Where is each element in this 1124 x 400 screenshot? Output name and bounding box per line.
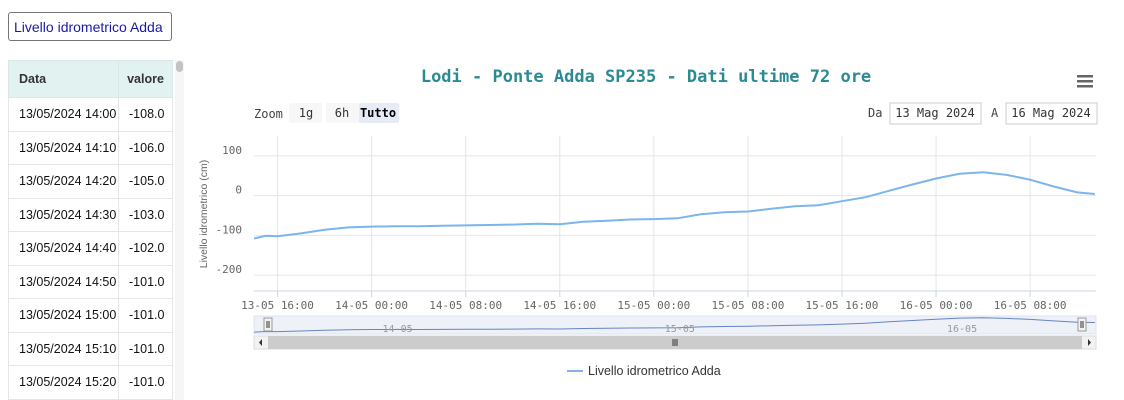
cell-value: -101.0 xyxy=(118,365,173,400)
zoom-label: Zoom xyxy=(254,107,283,121)
navigator-right-handle[interactable] xyxy=(1077,317,1087,332)
zoom-button-1g[interactable]: 1g xyxy=(289,103,322,123)
series-line[interactable] xyxy=(253,171,1095,240)
range-to-input[interactable]: 16 Mag 2024 xyxy=(1005,102,1098,125)
cell-value: -101.0 xyxy=(118,298,173,333)
cell-date: 13/05/2024 14:20 xyxy=(8,164,119,199)
sensor-select[interactable]: Livello idrometrico Adda xyxy=(8,12,172,41)
cell-value: -105.0 xyxy=(118,164,173,199)
y-tick-label: -100 xyxy=(216,223,243,236)
data-table: Data valore 13/05/2024 14:00 -108.0 13/05/… xyxy=(8,60,173,400)
legend[interactable]: Livello idrometrico Adda xyxy=(567,364,721,378)
x-tick-label: 15-05 00:00 xyxy=(617,299,690,312)
zoom-button-tutto-label: Tutto xyxy=(360,106,396,120)
cell-value: -102.0 xyxy=(118,231,173,266)
navigator-series xyxy=(253,317,1095,333)
y-axis-title: Livello idrometrico (cm) xyxy=(198,160,210,269)
legend-item-label: Livello idrometrico Adda xyxy=(588,364,721,378)
cell-date: 13/05/2024 15:00 xyxy=(8,298,119,333)
navigator-left-handle[interactable] xyxy=(263,317,273,332)
range-to-label: A xyxy=(991,106,999,120)
cell-date: 13/05/2024 14:50 xyxy=(8,264,119,299)
chevron-down-icon xyxy=(162,26,165,28)
plot-area: 100 0 -100 -200 13-05 16:00 14-05 00:00 14-05 … xyxy=(216,136,1096,312)
hamburger-menu-icon[interactable] xyxy=(1076,73,1094,89)
table-header-row: Data valore xyxy=(8,60,173,98)
x-tick-label: 14-05 08:00 xyxy=(429,299,502,312)
x-tick-label: 14-05 00:00 xyxy=(335,299,408,312)
y-tick-label: -200 xyxy=(216,263,243,276)
column-header-valore[interactable]: valore xyxy=(118,60,173,98)
table-row: 13/05/2024 14:50 -101.0 xyxy=(8,264,173,299)
sensor-select-value: Livello idrometrico Adda xyxy=(14,18,163,35)
table-row: 13/05/2024 14:00 -108.0 xyxy=(8,97,173,132)
table-row: 13/05/2024 14:40 -102.0 xyxy=(8,231,173,266)
cell-value: -108.0 xyxy=(118,97,173,132)
table-row: 13/05/2024 14:10 -106.0 xyxy=(8,130,173,165)
range-to-value: 16 Mag 2024 xyxy=(1011,106,1090,120)
cell-date: 13/05/2024 14:40 xyxy=(8,231,119,266)
scroll-right-arrow-icon[interactable] xyxy=(1088,339,1091,346)
navigator-label: 14-05 xyxy=(383,324,413,335)
column-header-data[interactable]: Data xyxy=(8,60,119,98)
table-row: 13/05/2024 15:20 -101.0 xyxy=(8,365,173,400)
zoom-button-tutto[interactable]: Tutto xyxy=(359,103,399,123)
cell-date: 13/05/2024 14:30 xyxy=(8,197,119,232)
chart: Lodi - Ponte Adda SP235 - Dati ultime 72… xyxy=(198,67,1098,378)
table-row: 13/05/2024 15:00 -101.0 xyxy=(8,298,173,333)
table-row: 13/05/2024 15:10 -101.0 xyxy=(8,331,173,366)
navigator[interactable]: 14-05 15-05 16-05 xyxy=(253,315,1097,350)
x-tick-label: 16-05 00:00 xyxy=(900,299,973,312)
cell-date: 13/05/2024 14:10 xyxy=(8,130,119,165)
y-tick-label: 0 xyxy=(235,184,242,197)
navigator-label: 16-05 xyxy=(947,324,977,335)
horizontal-scrollbar[interactable] xyxy=(253,335,1097,350)
table-scrollbar[interactable] xyxy=(175,60,184,400)
cell-date: 13/05/2024 15:10 xyxy=(8,331,119,366)
zoom-button-1g-label: 1g xyxy=(299,106,313,120)
table-scrollbar-thumb[interactable] xyxy=(176,61,183,72)
navigator-label: 15-05 xyxy=(665,324,695,335)
scroll-left-arrow-icon[interactable] xyxy=(259,339,262,346)
cell-value: -106.0 xyxy=(118,130,173,165)
x-tick-label: 16-05 08:00 xyxy=(994,299,1067,312)
cell-value: -101.0 xyxy=(118,264,173,299)
range-from-value: 13 Mag 2024 xyxy=(895,106,974,120)
cell-date: 13/05/2024 15:20 xyxy=(8,365,119,400)
range-from-input[interactable]: 13 Mag 2024 xyxy=(889,102,982,125)
x-tick-label: 15-05 08:00 xyxy=(711,299,784,312)
y-tick-label: 100 xyxy=(222,144,242,157)
x-tick-label: 14-05 16:00 xyxy=(523,299,596,312)
table-row: 13/05/2024 14:30 -103.0 xyxy=(8,197,173,232)
chart-title: Lodi - Ponte Adda SP235 - Dati ultime 72… xyxy=(421,67,871,87)
cell-value: -101.0 xyxy=(118,331,173,366)
cell-value: -103.0 xyxy=(118,197,173,232)
table-row: 13/05/2024 14:20 -105.0 xyxy=(8,164,173,199)
data-table-container[interactable]: Data valore 13/05/2024 14:00 -108.0 13/05/… xyxy=(8,60,173,400)
zoom-button-6h-label: 6h xyxy=(335,106,349,120)
range-from-label: Da xyxy=(868,106,882,120)
zoom-button-6h[interactable]: 6h xyxy=(326,103,359,123)
cell-date: 13/05/2024 14:00 xyxy=(8,97,119,132)
x-tick-label: 13-05 16:00 xyxy=(241,299,314,312)
x-tick-label: 15-05 16:00 xyxy=(806,299,879,312)
